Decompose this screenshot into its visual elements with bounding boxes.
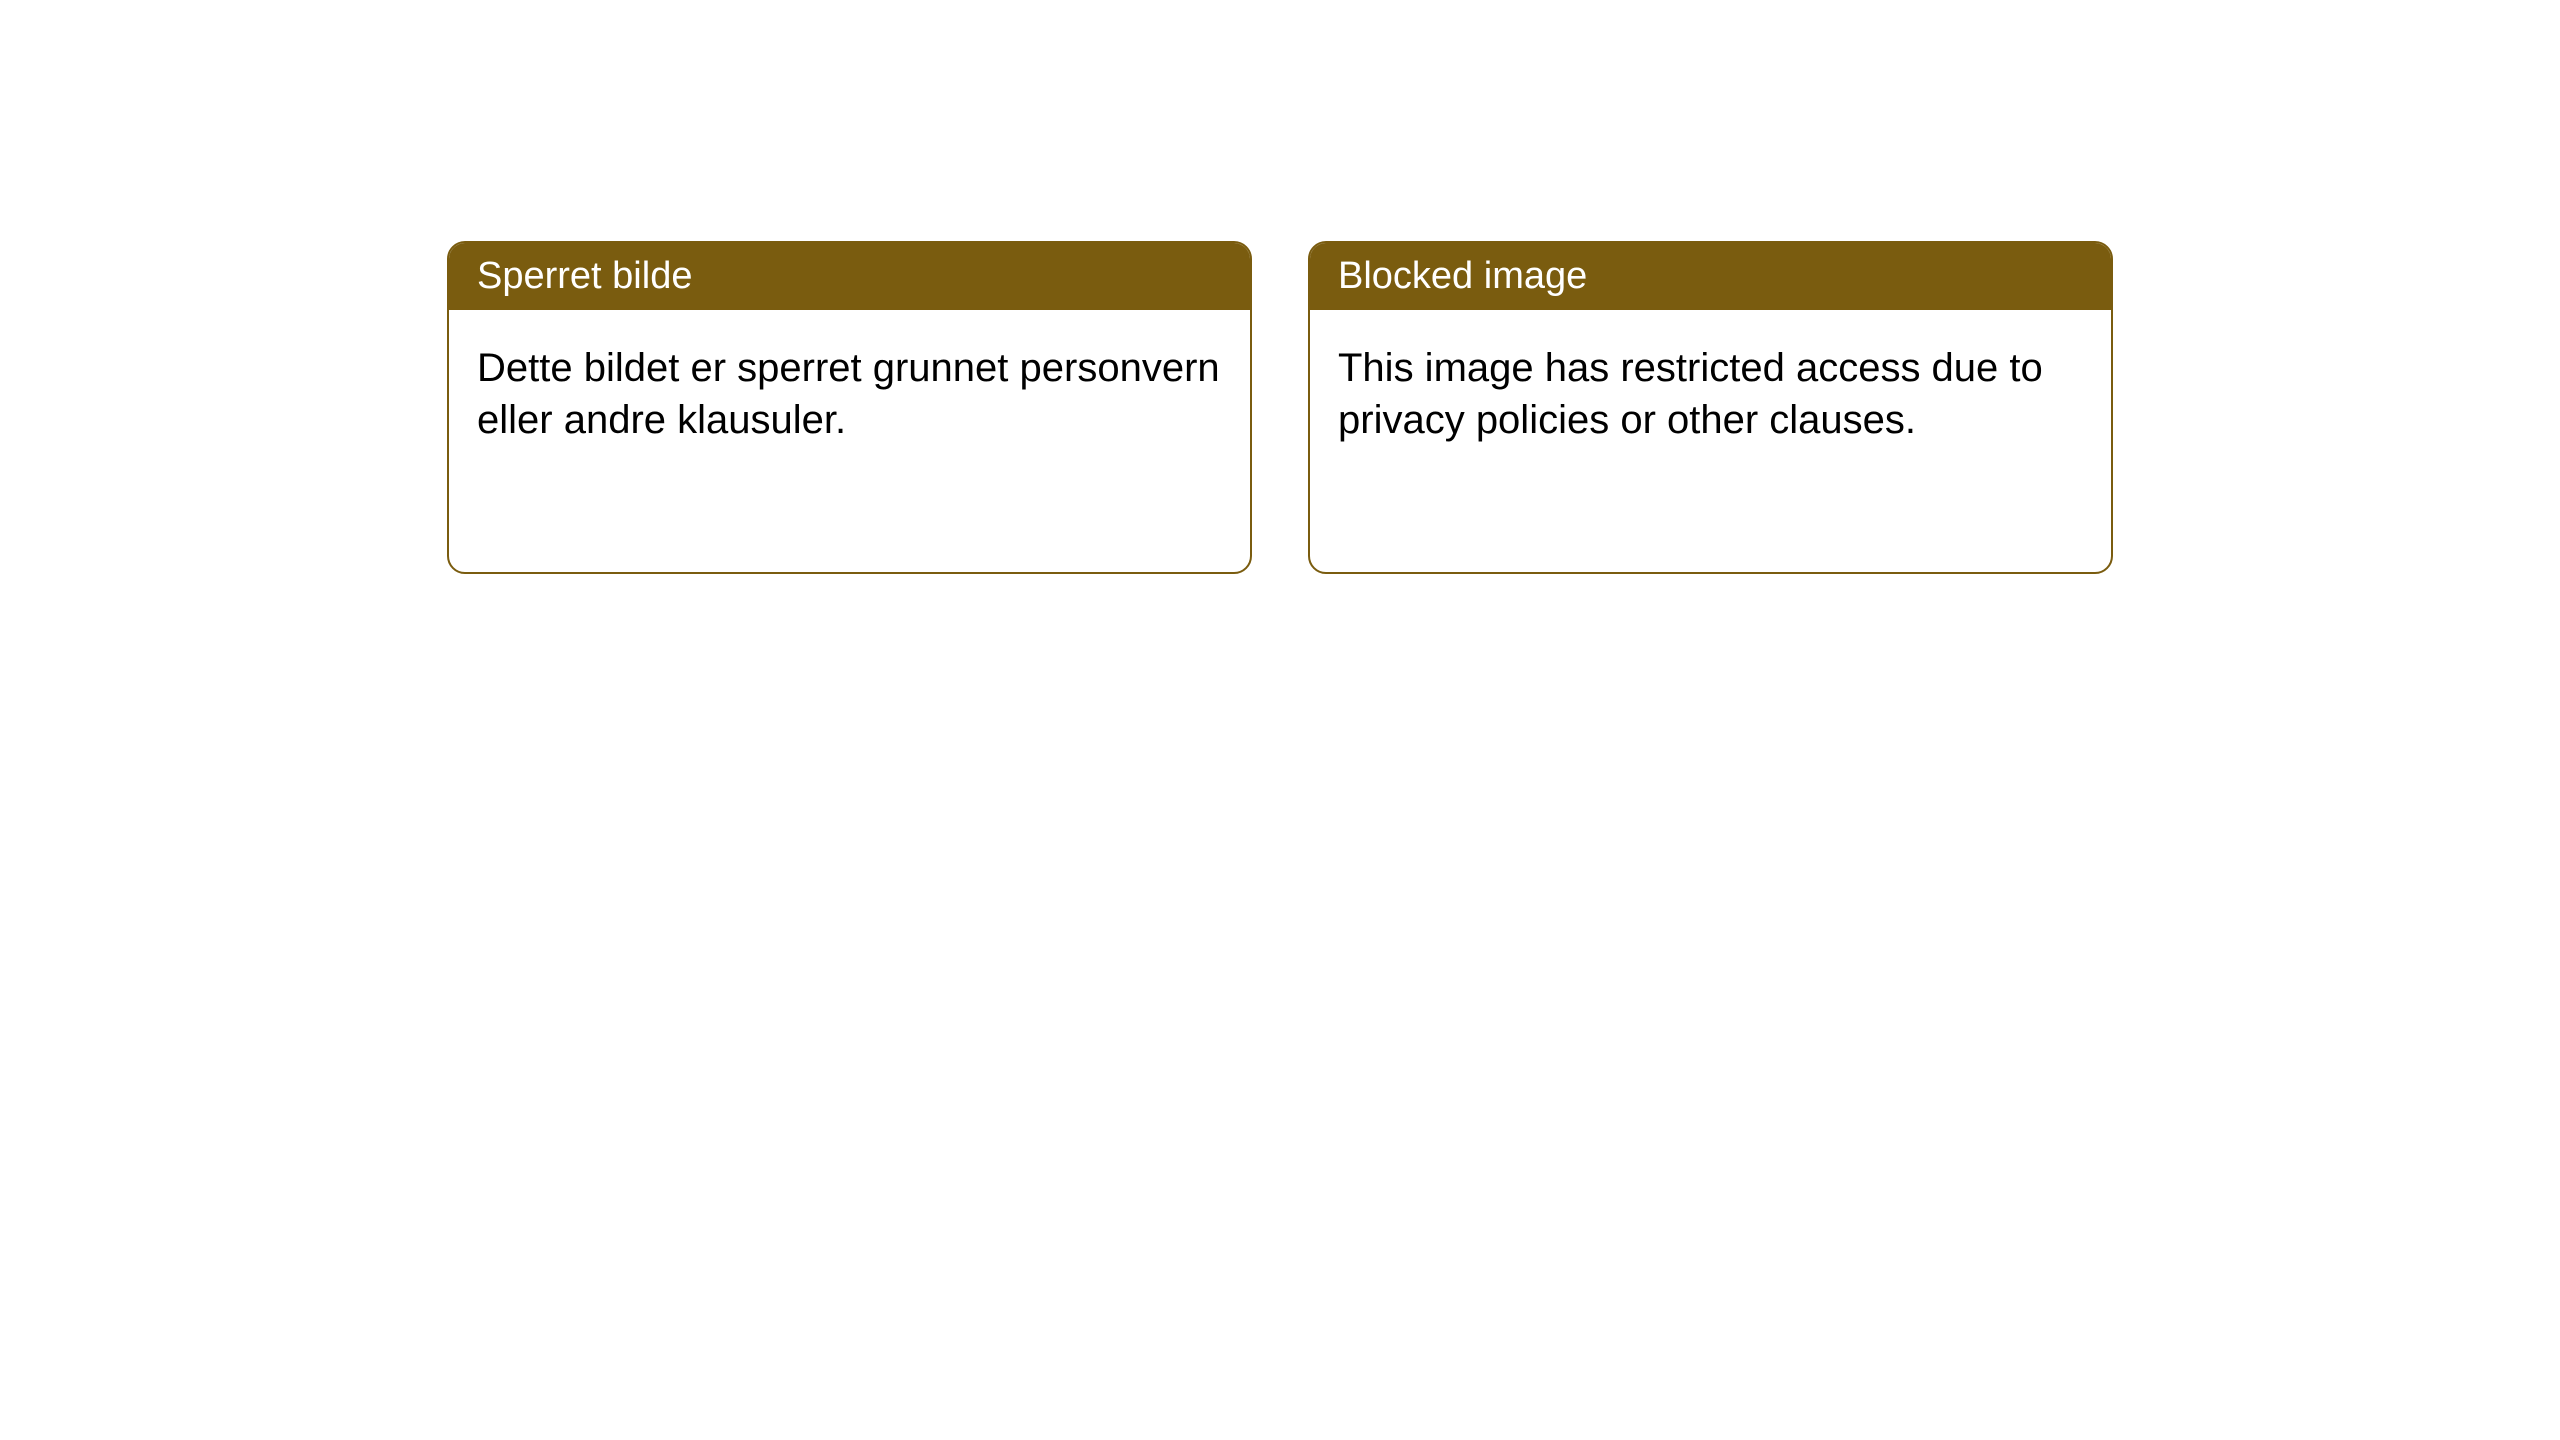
card-body-text: Dette bildet er sperret grunnet personve… — [477, 346, 1220, 442]
info-card-norwegian: Sperret bilde Dette bildet er sperret gr… — [447, 241, 1252, 574]
card-title: Blocked image — [1338, 255, 1587, 297]
card-header: Sperret bilde — [449, 243, 1250, 310]
card-body-text: This image has restricted access due to … — [1338, 346, 2043, 442]
card-title: Sperret bilde — [477, 255, 692, 297]
cards-container: Sperret bilde Dette bildet er sperret gr… — [447, 241, 2113, 574]
card-header: Blocked image — [1310, 243, 2111, 310]
info-card-english: Blocked image This image has restricted … — [1308, 241, 2113, 574]
card-body: Dette bildet er sperret grunnet personve… — [449, 310, 1250, 478]
card-body: This image has restricted access due to … — [1310, 310, 2111, 478]
